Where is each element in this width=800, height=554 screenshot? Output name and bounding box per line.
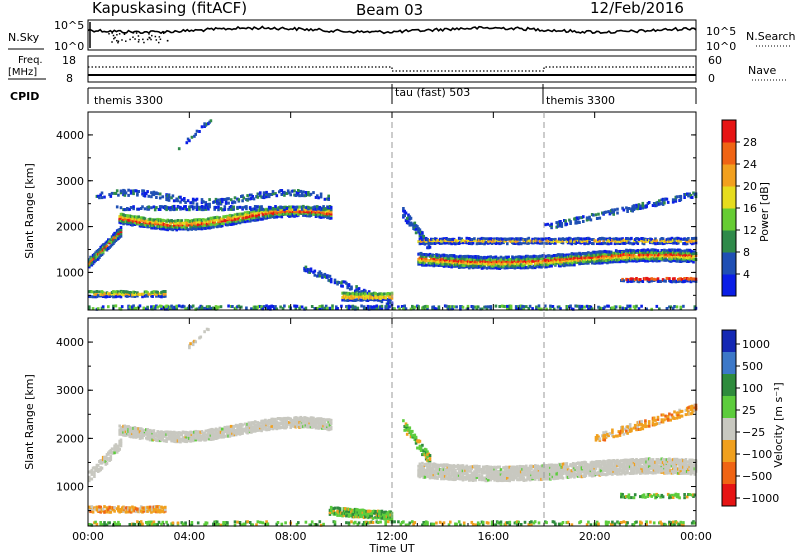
noise-left-tick-top: 10^5: [54, 19, 84, 32]
cpid-label: CPID: [10, 90, 39, 103]
colorbar-swatch: [722, 352, 736, 375]
x-axis-label: Time UT: [368, 542, 414, 554]
nave-tick-bottom: 0: [708, 72, 715, 85]
noise-left-label: N.Sky: [8, 31, 40, 44]
x-tick-label: 00:00: [72, 530, 104, 543]
time-x-axis: 00:00 04:00 08:00 12:00 16:00 20:00 00:00: [72, 112, 712, 543]
noise-right-tick-bottom: 10^0: [706, 40, 736, 53]
freq-tick-top: 18: [62, 54, 76, 67]
noise-panel-frame: [87, 19, 697, 51]
x-tick-label: 04:00: [173, 530, 205, 543]
colorbar-tick-label: 1000: [742, 338, 770, 351]
colorbar-tick-label: −25: [742, 426, 765, 439]
date-title: 12/Feb/2016: [590, 0, 684, 17]
colorbar-tick-label: 12: [743, 224, 757, 237]
freq-trace: [88, 66, 696, 76]
colorbar-swatch: [722, 440, 736, 463]
y-tick-label: 3000: [56, 384, 84, 397]
colorbar-swatch: [722, 462, 736, 485]
colorbar-tick-label: 16: [743, 202, 757, 215]
freq-panel-frame: [87, 55, 697, 83]
colorbar-tick-label: −1000: [742, 492, 779, 505]
noise-left-tick-bottom: 10^0: [54, 40, 84, 53]
colorbar-tick-label: −500: [742, 470, 772, 483]
velocity-colorbar: 1000 500 100 25 −25 −100 −500 −1000: [721, 329, 779, 507]
colorbar-tick-label: 500: [742, 360, 763, 373]
cpid-segment-1: themis 3300: [94, 94, 163, 107]
noise-right-label: N.Search: [746, 30, 796, 43]
freq-left-unit: [MHz]: [8, 67, 37, 78]
cpid-separators: [391, 112, 545, 526]
velocity-y-label: Slant Range [km]: [23, 374, 36, 470]
colorbar-swatch: [722, 484, 736, 507]
colorbar-swatch: [722, 274, 736, 297]
velocity-colorbar-label: Velocity [m s⁻¹]: [772, 382, 785, 467]
nave-tick-top: 60: [708, 54, 722, 67]
colorbar-swatch: [722, 120, 736, 143]
station-title: Kapuskasing (fitACF): [92, 0, 247, 17]
velocity-heatmap-cells: [88, 327, 698, 527]
colorbar-tick-label: 25: [742, 404, 756, 417]
noise-right-tick-top: 10^5: [706, 25, 736, 38]
noise-trace: [87, 22, 697, 48]
power-heatmap-cells: [88, 119, 698, 311]
power-colorbar-label: Power [dB]: [758, 182, 771, 242]
colorbar-tick-label: 4: [743, 268, 750, 281]
colorbar-swatch: [722, 374, 736, 397]
colorbar-swatch: [722, 208, 736, 231]
x-tick-label: 16:00: [477, 530, 509, 543]
y-tick-label: 1000: [56, 481, 84, 494]
colorbar-swatch: [722, 230, 736, 253]
power-y-axis: 1000 2000 3000 4000: [56, 129, 696, 296]
colorbar-swatch: [722, 142, 736, 165]
x-tick-label: 20:00: [579, 530, 611, 543]
cpid-segment-3: themis 3300: [546, 94, 615, 107]
x-tick-label: 08:00: [275, 530, 307, 543]
colorbar-swatch: [722, 396, 736, 419]
y-tick-label: 4000: [56, 336, 84, 349]
x-tick-label: 12:00: [376, 530, 408, 543]
power-y-label: Slant Range [km]: [23, 163, 36, 259]
colorbar-swatch: [722, 186, 736, 209]
x-tick-label: 00:00: [680, 530, 712, 543]
y-tick-label: 2000: [56, 221, 84, 234]
colorbar-swatch: [722, 164, 736, 187]
y-tick-label: 2000: [56, 432, 84, 445]
freq-tick-bottom: 8: [66, 72, 73, 85]
beam-title: Beam 03: [356, 1, 423, 19]
nave-label: Nave: [748, 64, 776, 77]
colorbar-tick-label: 20: [743, 180, 757, 193]
cpid-segment-2: tau (fast) 503: [395, 86, 470, 99]
colorbar-tick-label: 28: [743, 136, 757, 149]
y-tick-label: 4000: [56, 129, 84, 142]
colorbar-tick-label: 100: [742, 382, 763, 395]
colorbar-tick-label: −100: [742, 448, 772, 461]
colorbar-swatch: [722, 418, 736, 441]
colorbar-tick-label: 8: [743, 246, 750, 259]
y-tick-label: 3000: [56, 175, 84, 188]
colorbar-tick-label: 24: [743, 158, 757, 171]
power-colorbar: 4 8 12 16 20 24 28: [721, 119, 757, 297]
y-tick-label: 1000: [56, 266, 84, 279]
velocity-y-axis: 1000 2000 3000 4000: [56, 336, 696, 512]
colorbar-swatch: [722, 252, 736, 275]
freq-left-label: Freq.: [18, 55, 43, 66]
colorbar-swatch: [722, 330, 736, 353]
